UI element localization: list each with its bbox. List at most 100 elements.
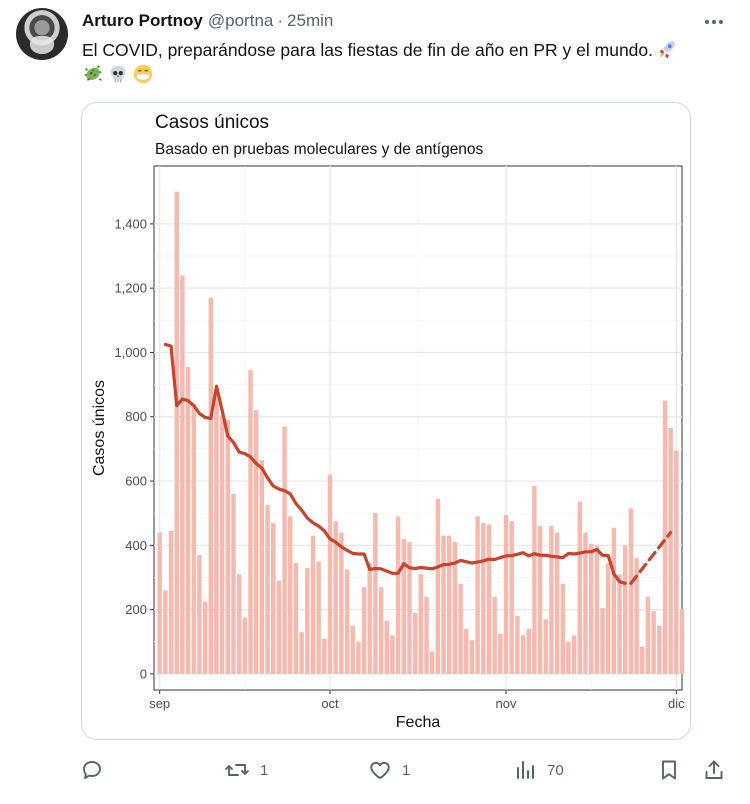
bar [594,545,600,674]
bar [327,474,333,674]
bar [180,275,185,674]
bar [532,485,537,674]
bar [271,522,276,674]
bar [299,632,304,674]
bar [407,542,412,674]
bar [225,419,231,674]
bar [418,574,424,674]
bar [157,532,162,674]
avatar[interactable] [16,8,68,60]
bar [617,574,622,674]
bar [554,532,560,674]
y-tick-label: 400 [125,538,147,553]
bar [571,635,577,674]
bar [464,628,469,674]
bar [361,587,367,674]
skull-emoji [110,65,126,83]
bar [486,524,492,674]
share-button[interactable] [702,752,726,788]
bookmark-button[interactable] [657,752,681,788]
y-tick-label: 0 [140,666,147,681]
bar [293,563,299,674]
views-button[interactable]: 70 [513,752,564,788]
more-options-icon[interactable] [700,12,728,32]
bar [390,635,395,674]
chart-subtitle: Basado en pruebas moleculares y de antíg… [155,141,484,158]
bar [191,403,196,674]
views-count: 70 [547,761,564,779]
bar [168,530,174,674]
bar [640,646,645,674]
y-tick-label: 1,200 [114,281,147,296]
retweet-count: 1 [260,761,269,779]
bar [412,612,418,674]
bar [577,501,583,674]
bar [253,410,259,674]
bar [356,641,361,674]
bar [219,415,225,674]
tweet-timestamp[interactable]: 25min [287,11,334,30]
y-tick-label: 1,000 [114,345,147,360]
x-tick-label: sep [149,696,170,711]
retweet-button[interactable]: 1 [224,752,268,788]
like-button[interactable]: 1 [368,752,410,788]
bar [668,428,673,674]
bar [208,297,213,674]
y-tick-label: 600 [125,474,147,489]
bar [458,583,463,674]
projection-line [629,530,673,585]
bar [333,521,338,674]
bar [657,625,662,674]
bar [265,505,270,674]
bar [339,532,344,674]
bar [509,521,514,674]
bar [611,527,617,674]
bar [259,460,265,674]
bookmark-icon [662,760,676,780]
bar [543,619,548,674]
bar [605,563,611,674]
bar [674,450,679,674]
heart-icon [370,761,390,779]
cases-chart: 0 200 400 600 800 1,000 1,200 1,400 sep oct nov dic… [91,112,685,731]
mask-face-emoji [133,64,153,84]
bar [435,498,441,674]
bar [623,545,628,674]
bar [185,366,191,674]
reply-button[interactable] [80,752,114,788]
moving-average-line [163,342,627,585]
bar [549,526,554,674]
x-tick-label: oct [321,696,339,711]
retweet-icon [225,764,249,776]
bar [395,516,401,674]
bar [481,522,486,674]
bar [628,508,634,674]
rocket-emoji [659,40,676,59]
y-tick-label: 200 [125,602,147,617]
bar [560,583,565,674]
bar [424,596,429,674]
bar [503,514,509,674]
tweet-text: El COVID, preparándose para las fiestas … [82,38,712,88]
bar [651,611,656,674]
bar [384,620,389,674]
bar [282,426,287,674]
bar [174,191,179,674]
bar [401,538,407,674]
bar [163,590,168,674]
bar [288,516,293,674]
bar [469,640,475,674]
share-icon [705,760,723,779]
bar [316,561,321,674]
chart-title: Casos únicos [155,112,269,133]
x-tick-label: nov [496,696,517,711]
bar [447,535,452,674]
reply-icon [83,761,101,779]
author-handle[interactable]: @portna [207,11,274,30]
x-axis-label: Fecha [396,714,441,731]
bar [679,609,685,674]
chart-card[interactable]: 0 200 400 600 800 1,000 1,200 1,400 sep oct nov dic… [81,102,691,740]
bar [662,400,668,674]
bar [231,493,236,674]
author-name[interactable]: Arturo Portnoy [82,11,203,30]
